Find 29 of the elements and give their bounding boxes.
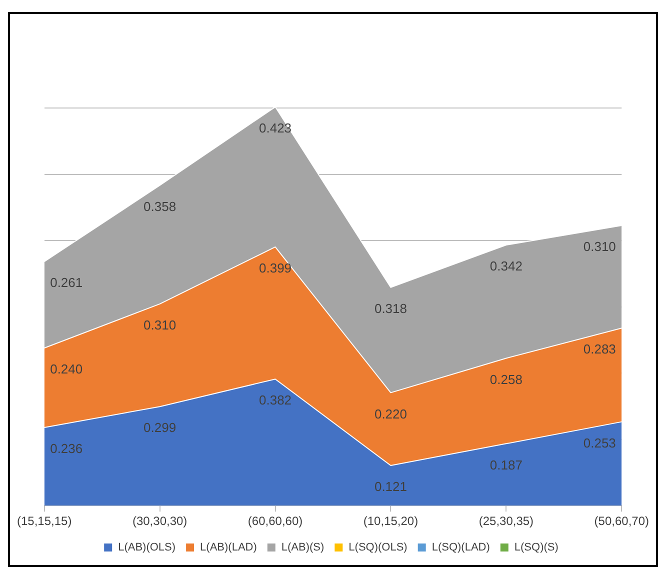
data-label: 0.240	[50, 362, 83, 377]
data-label: 0.121	[374, 479, 408, 494]
x-tick-label: (15,15,15)	[17, 514, 72, 528]
x-tick-label: (60,60,60)	[248, 514, 303, 528]
data-label: 0.310	[583, 239, 616, 254]
data-label: 0.220	[374, 406, 408, 422]
data-label: 0.342	[490, 258, 522, 274]
data-label: 0.299	[144, 420, 176, 436]
data-label: 0.261	[50, 275, 83, 290]
data-label: 0.399	[258, 260, 292, 276]
data-label: 0.283	[583, 342, 616, 357]
x-tick-label: (25,30,35)	[478, 514, 534, 528]
legend-label: L(AB)(OLS)	[118, 542, 176, 554]
legend-label: L(SQ)(S)	[514, 542, 558, 554]
data-label: 0.187	[490, 457, 522, 472]
x-tick-label: (30,30,30)	[132, 514, 188, 528]
data-label: 0.382	[258, 392, 292, 408]
data-label: 0.310	[144, 318, 176, 333]
legend-label: L(AB)(S)	[281, 542, 324, 554]
x-tick-label: (50,60,70)	[594, 514, 650, 528]
x-tick-label: (10,15,20)	[363, 514, 418, 528]
legend-label: L(AB)(LAD)	[200, 542, 257, 554]
data-label: 0.258	[490, 372, 522, 387]
data-label: 0.236	[50, 441, 83, 456]
data-label: 0.358	[144, 198, 176, 214]
data-label: 0.253	[583, 435, 616, 450]
legend-label: L(SQ)(OLS)	[348, 542, 408, 554]
data-label: 0.318	[374, 300, 408, 316]
legend-label: L(SQ)(LAD)	[432, 542, 490, 554]
